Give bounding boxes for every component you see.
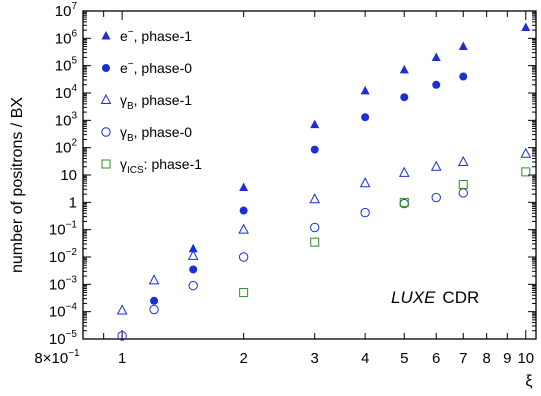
y-tick-label: 1 — [69, 194, 77, 211]
y-tick-label: 10−3 — [49, 274, 78, 293]
data-point — [149, 304, 159, 315]
legend-label: γB, phase-0 — [120, 124, 192, 144]
data-point — [238, 223, 249, 234]
data-point — [398, 166, 410, 177]
data-point — [117, 331, 127, 341]
data-point — [361, 113, 370, 122]
data-point — [148, 274, 160, 285]
data-point — [399, 197, 409, 207]
data-point — [431, 52, 441, 61]
data-point — [520, 147, 532, 158]
y-tick-label: 104 — [55, 83, 78, 102]
y-axis-label-group: number of positrons / BX — [9, 97, 26, 273]
legend-marker — [101, 159, 111, 169]
data-point — [188, 280, 198, 291]
data-point — [359, 177, 371, 188]
data-point — [521, 167, 531, 177]
data-point — [459, 72, 468, 81]
legend-label: e−, phase-0 — [120, 59, 192, 76]
x-axis-label: ξ — [525, 373, 532, 390]
y-tick-label: 106 — [55, 28, 78, 47]
x-tick-label: 3 — [311, 350, 319, 367]
legend: e−, phase-1 e−, phase-0 γB, phase-1 γB, pha… — [100, 27, 202, 176]
y-tick-label: 103 — [55, 110, 78, 129]
luxe-label: LUXE — [391, 288, 436, 307]
y-tick-label: 10−2 — [49, 247, 78, 266]
data-point — [150, 296, 159, 305]
cdr-label: CDR — [442, 288, 479, 307]
data-point — [458, 179, 468, 189]
luxe-cdr-annotation: LUXE CDR — [391, 288, 479, 307]
x-tick-label: 6 — [432, 350, 440, 367]
data-point — [116, 304, 128, 315]
legend-marker — [101, 31, 111, 40]
data-point — [310, 145, 319, 154]
legend-marker — [101, 127, 111, 137]
y-tick-label: 10−1 — [49, 220, 78, 239]
data-point — [189, 265, 198, 274]
legend-marker — [102, 64, 110, 72]
data-point — [239, 182, 249, 191]
data-point — [360, 207, 370, 218]
data-point — [238, 252, 249, 262]
x-tick-label: 4 — [361, 350, 369, 367]
data-point — [187, 249, 199, 260]
x-tick-label: 2 — [239, 350, 247, 367]
data-point — [239, 206, 248, 215]
data-point — [310, 222, 320, 233]
legend-marker — [100, 93, 112, 104]
data-point — [521, 22, 531, 31]
x-tick-label: 10 — [517, 350, 534, 367]
data-point — [458, 41, 468, 51]
data-point — [400, 93, 409, 102]
data-point — [457, 155, 469, 166]
data-point — [239, 288, 249, 298]
legend-label: γB, phase-1 — [120, 92, 192, 112]
axis-ticks: 10−510−410−310−210−111010210310410510610… — [34, 1, 536, 367]
y-tick-label: 10−5 — [49, 329, 78, 348]
y-tick-label: 105 — [55, 56, 78, 75]
y-tick-label: 102 — [55, 138, 78, 157]
data-point — [432, 80, 441, 89]
x-tick-label: 1 — [118, 350, 126, 367]
y-tick-label: 10 — [60, 167, 77, 184]
y-axis-label: number of positrons / BX — [9, 97, 26, 273]
data-point — [399, 64, 409, 74]
data-point — [458, 188, 468, 198]
x-tick-label: 9 — [503, 350, 511, 367]
legend-label: e−, phase-1 — [120, 27, 192, 44]
data-point — [431, 192, 441, 203]
data-point — [188, 243, 198, 253]
x-tick-label: 8 — [482, 350, 490, 367]
data-point — [310, 119, 320, 129]
data-point — [430, 160, 442, 171]
x-tick-label: 7 — [459, 350, 467, 367]
data-points — [116, 22, 532, 341]
x-tick-label: 8×10−1 — [34, 348, 80, 367]
data-point — [310, 237, 320, 247]
y-tick-label: 10−4 — [49, 302, 78, 321]
data-point — [309, 193, 321, 204]
legend-label: γICS: phase-1 — [120, 156, 202, 176]
data-point — [360, 85, 370, 95]
x-tick-label: 5 — [400, 350, 408, 367]
y-tick-label: 107 — [55, 1, 78, 20]
